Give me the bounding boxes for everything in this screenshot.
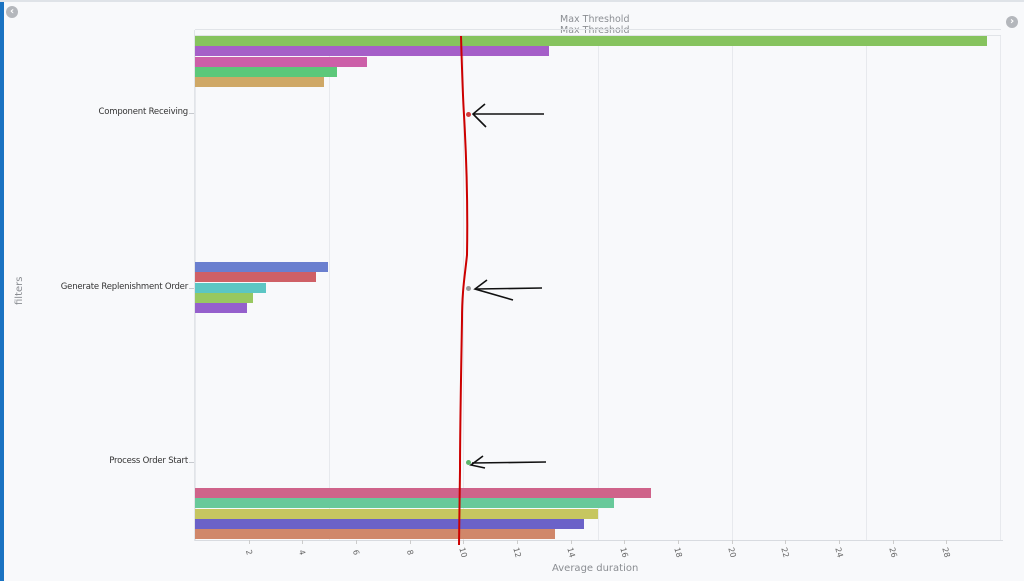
x-tick-mark — [678, 540, 679, 544]
threshold-marker-dot[interactable] — [466, 286, 472, 291]
category-label-component-receiving: Component Receiving — [98, 107, 189, 117]
x-tick-mark — [839, 540, 840, 544]
bar[interactable] — [195, 303, 248, 314]
gridline — [1000, 36, 1001, 540]
bar[interactable] — [195, 282, 267, 293]
x-axis-title: Average duration — [552, 563, 639, 574]
x-tick-mark — [248, 540, 250, 544]
threshold-marker-dot[interactable] — [466, 460, 472, 465]
arrow-icon — [471, 103, 544, 128]
gridline — [329, 36, 331, 540]
bar[interactable] — [195, 488, 652, 498]
x-tick-mark — [517, 540, 518, 544]
x-tick-mark — [302, 540, 304, 544]
threshold-marker-dot[interactable] — [466, 112, 472, 117]
gridline — [597, 36, 599, 540]
chevron-right-circle-icon[interactable]: › — [1006, 16, 1018, 28]
threshold-label-2: Max Threshold — [560, 25, 630, 36]
arrow-icon — [469, 455, 547, 469]
threshold-line-2 — [195, 35, 1001, 36]
hand-drawn-threshold-line — [458, 35, 469, 546]
x-tick-mark — [409, 540, 411, 544]
threshold-line-1 — [195, 29, 1001, 30]
bar[interactable] — [195, 529, 555, 540]
bar[interactable] — [195, 272, 316, 283]
bar[interactable] — [195, 77, 324, 88]
left-accent-bar — [0, 0, 4, 581]
category-label-process-order-start: Process Order Start — [109, 456, 188, 466]
arrow-icon — [473, 279, 543, 301]
x-tick-mark — [892, 540, 894, 544]
bar[interactable] — [195, 498, 614, 509]
x-tick-mark — [356, 540, 357, 544]
bar[interactable] — [195, 36, 987, 46]
bar[interactable] — [195, 508, 598, 519]
bar[interactable] — [195, 262, 328, 272]
category-tick — [189, 288, 194, 289]
bar[interactable] — [195, 518, 585, 529]
bar[interactable] — [195, 56, 367, 67]
x-tick-mark — [946, 540, 948, 544]
bar[interactable] — [195, 292, 253, 303]
gridline — [865, 36, 867, 540]
top-border — [0, 0, 1024, 2]
category-tick — [189, 462, 194, 463]
x-tick-mark — [785, 540, 787, 544]
threshold-label-1: Max Threshold — [560, 14, 630, 25]
gridline — [731, 36, 733, 540]
category-label-generate-replenishment-order: Generate Replenishment Order — [60, 282, 188, 292]
plot-area — [195, 36, 1001, 540]
bar[interactable] — [195, 46, 550, 57]
x-axis — [195, 540, 1003, 541]
x-tick-mark — [731, 540, 733, 544]
x-tick-mark — [463, 540, 465, 544]
bar[interactable] — [195, 66, 338, 77]
x-tick-mark — [624, 540, 626, 544]
category-tick — [189, 113, 194, 114]
y-axis — [194, 30, 195, 541]
x-tick-mark — [570, 540, 572, 544]
chevron-left-circle-icon[interactable]: ‹ — [6, 6, 18, 18]
